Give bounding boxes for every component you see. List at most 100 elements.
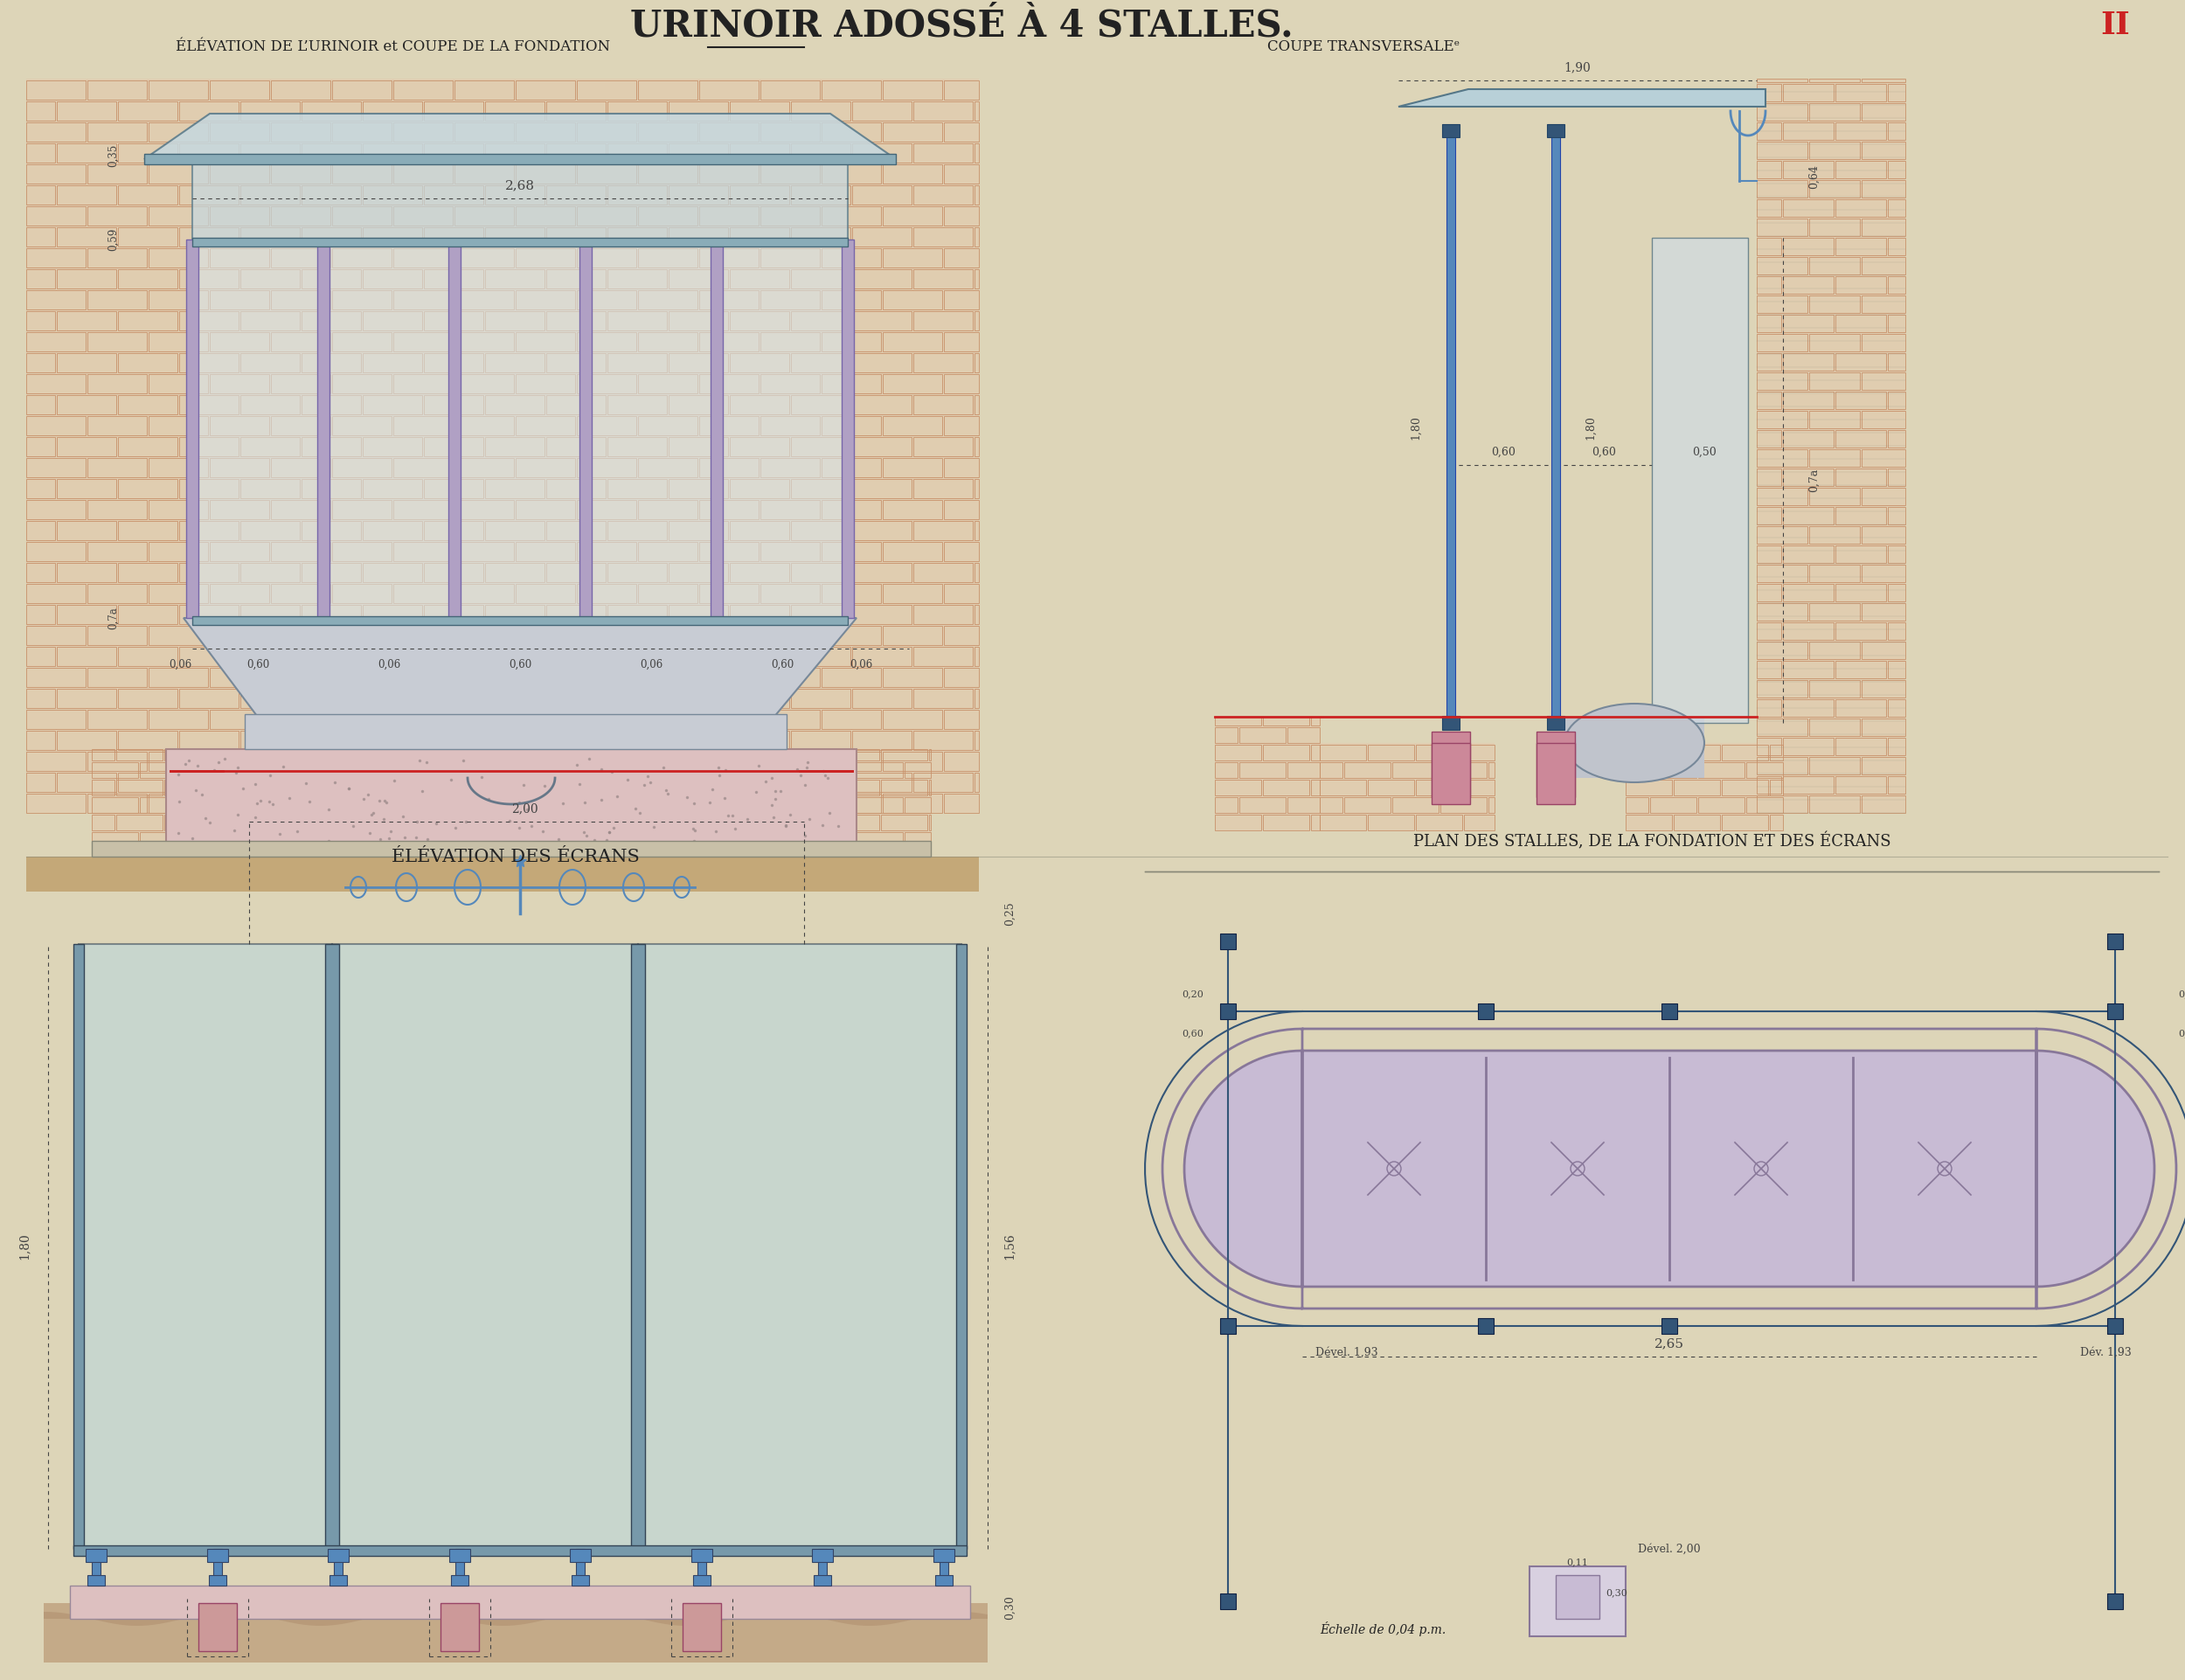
Bar [118, 437, 177, 457]
Bar [638, 333, 697, 351]
Bar [210, 165, 269, 183]
Bar [1392, 798, 1438, 813]
Bar [1862, 141, 1905, 160]
Bar [577, 165, 636, 183]
Bar [1757, 585, 1781, 601]
Bar [669, 101, 728, 121]
Bar [208, 1549, 227, 1562]
Bar [149, 501, 208, 519]
Bar [485, 185, 544, 205]
Bar [26, 417, 85, 435]
Bar [240, 311, 299, 331]
Bar [74, 1546, 966, 1556]
Bar [638, 375, 697, 393]
Bar [1757, 239, 1781, 255]
Bar [87, 417, 146, 435]
Bar [393, 333, 452, 351]
Bar [1215, 717, 1320, 830]
Bar [1783, 276, 1833, 294]
Bar [1626, 763, 1647, 778]
Bar [26, 101, 55, 121]
Bar [638, 249, 697, 267]
Bar [1783, 123, 1833, 139]
Bar [1746, 798, 1783, 813]
Bar [26, 185, 55, 205]
Bar [302, 773, 361, 791]
Bar [271, 81, 330, 99]
Text: 1,80: 1,80 [1409, 415, 1422, 440]
Bar [857, 780, 878, 795]
Bar [607, 311, 666, 331]
Bar [516, 333, 575, 351]
Bar [857, 749, 931, 848]
Bar [87, 1576, 105, 1586]
Bar [577, 669, 636, 687]
Text: 2,00: 2,00 [511, 803, 538, 815]
Bar [699, 291, 758, 309]
Bar [1757, 776, 1781, 793]
Bar [1835, 123, 1886, 139]
Bar [1464, 815, 1495, 830]
Bar [730, 689, 789, 707]
Bar [1783, 699, 1833, 717]
Bar [760, 709, 819, 729]
Text: 2,65: 2,65 [1654, 1337, 1685, 1349]
Text: 0,50: 0,50 [1691, 447, 1717, 457]
Bar [57, 395, 116, 415]
Bar [975, 605, 979, 623]
Bar [944, 459, 979, 477]
Bar [26, 563, 55, 583]
Text: 0,64: 0,64 [1807, 165, 1820, 188]
Bar [791, 143, 850, 163]
Bar [1783, 391, 1833, 408]
Bar [607, 605, 666, 623]
Bar [883, 123, 942, 141]
Bar [393, 501, 452, 519]
Bar [2106, 1593, 2124, 1609]
Bar [26, 459, 85, 477]
Bar [1757, 276, 1781, 294]
Bar [791, 563, 850, 583]
Bar [271, 207, 330, 225]
Bar [1311, 780, 1320, 795]
Bar [577, 459, 636, 477]
Bar [118, 479, 177, 499]
Bar [1862, 603, 1905, 620]
Bar [638, 944, 961, 1549]
Bar [723, 240, 841, 618]
Bar [1888, 161, 1905, 178]
Bar [577, 123, 636, 141]
Bar [1674, 744, 1720, 761]
Bar [1888, 391, 1905, 408]
Bar [240, 227, 299, 247]
Bar [699, 375, 758, 393]
Bar [149, 793, 208, 813]
Bar [607, 227, 666, 247]
Bar [819, 1549, 828, 1578]
Bar [393, 375, 452, 393]
Bar [199, 1603, 236, 1651]
Bar [607, 521, 666, 541]
Bar [1440, 798, 1486, 813]
Bar [913, 185, 972, 205]
Bar [87, 459, 146, 477]
Bar [363, 521, 422, 541]
Bar [26, 353, 55, 373]
Bar [577, 375, 636, 393]
Bar [1888, 469, 1905, 486]
Bar [1320, 763, 1342, 778]
Bar [577, 417, 636, 435]
Bar [332, 751, 391, 771]
Text: 0,06: 0,06 [168, 659, 192, 670]
Bar [1320, 743, 1495, 830]
Bar [87, 585, 146, 603]
Polygon shape [144, 114, 896, 160]
Bar [516, 81, 575, 99]
Bar [822, 709, 881, 729]
Bar [883, 627, 942, 645]
Bar [913, 311, 972, 331]
Bar [975, 185, 979, 205]
Bar [760, 543, 819, 561]
Bar [760, 417, 819, 435]
Bar [546, 395, 605, 415]
